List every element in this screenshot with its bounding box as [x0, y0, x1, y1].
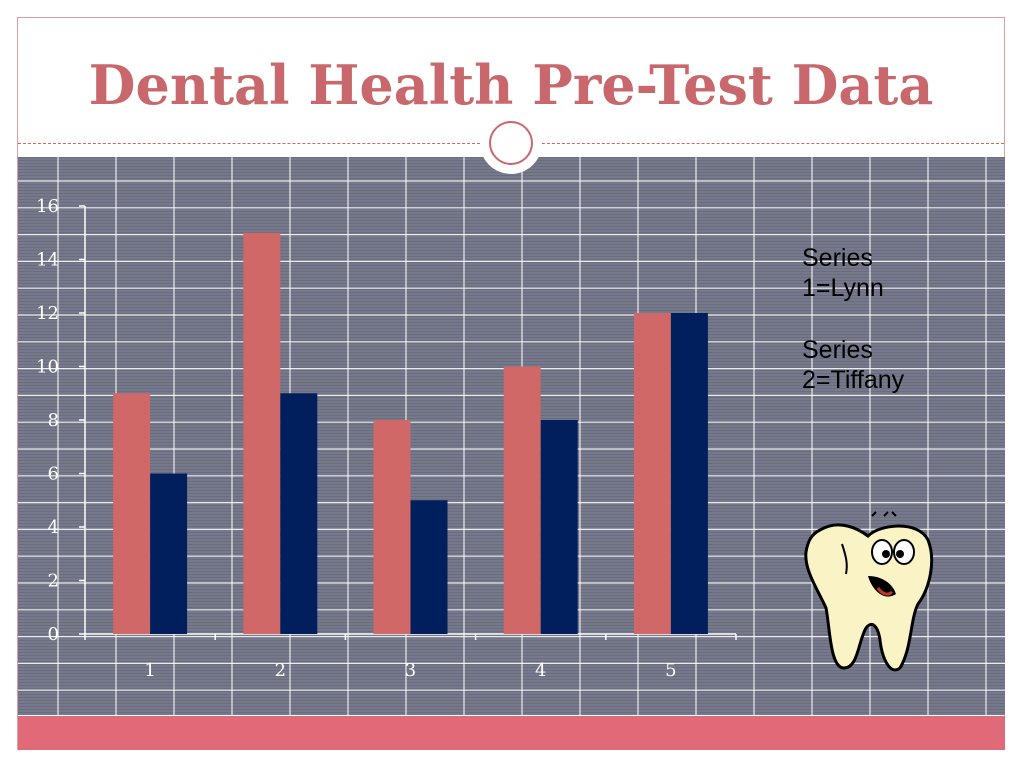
y-tick-label: 0: [48, 624, 59, 645]
bar-series1: [113, 393, 151, 634]
x-tick-label: 1: [144, 660, 155, 681]
bar-series2: [150, 473, 188, 634]
y-tick-label: 10: [36, 357, 59, 378]
x-tick-label: 3: [405, 660, 416, 681]
y-tick-label: 12: [36, 303, 59, 324]
y-tick-label: 2: [48, 571, 59, 592]
y-tick-label: 4: [48, 517, 59, 538]
bar-series2: [280, 393, 318, 634]
y-tick-label: 8: [48, 410, 59, 431]
legend-series2-line2: 2=Tiffany: [802, 366, 905, 394]
legend-series2-line1: Series: [802, 336, 873, 364]
bar-series2: [410, 500, 448, 634]
bar-series1: [373, 420, 411, 634]
cartoon-tooth-icon: [804, 511, 934, 672]
title-ornament-circle: [480, 112, 542, 174]
x-tick-label: 2: [275, 660, 286, 681]
y-tick-label: 16: [36, 196, 59, 217]
y-tick-label: 6: [48, 464, 59, 485]
bar-series1: [503, 366, 541, 634]
legend-series1-line1: Series: [802, 244, 873, 272]
slide-title: Dental Health Pre-Test Data: [88, 53, 934, 117]
y-tick-label: 14: [36, 250, 59, 271]
bar-series2: [670, 313, 708, 634]
legend-series1-line2: 1=Lynn: [802, 274, 884, 302]
x-tick-label: 4: [535, 660, 546, 681]
x-tick-label: 5: [665, 660, 676, 681]
bar-series1: [243, 232, 281, 634]
chart-legend: Series 1=Lynn Series 2=Tiffany: [802, 243, 982, 395]
bar-series1: [633, 313, 671, 634]
bar-series2: [540, 420, 578, 634]
footer-band: [18, 716, 1005, 750]
